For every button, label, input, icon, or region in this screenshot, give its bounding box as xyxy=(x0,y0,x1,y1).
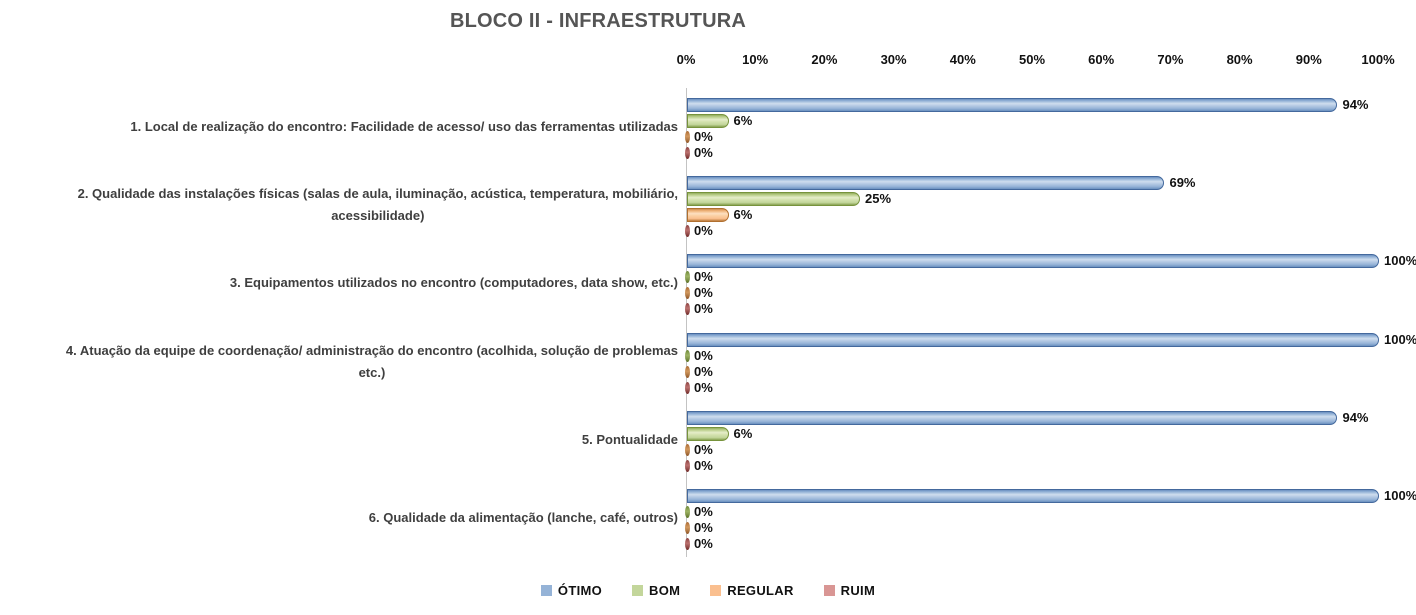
value-label: 0% xyxy=(694,301,713,317)
value-label: 94% xyxy=(1342,97,1369,112)
legend-swatch-bom xyxy=(632,585,644,596)
bar-otimo xyxy=(687,410,1338,425)
category-label: 4. Atuação da equipe de coordenação/ adm… xyxy=(0,323,678,401)
legend-item-regular: REGULAR xyxy=(710,583,793,598)
legend-label: RUIM xyxy=(840,583,876,598)
value-label: 6% xyxy=(733,425,753,441)
value-label: 69% xyxy=(1169,175,1196,191)
category-label-text: 6. Qualidade da alimentação (lanche, caf… xyxy=(368,510,678,526)
zero-bar-ruim xyxy=(685,381,690,394)
legend-swatch-ruim xyxy=(823,585,835,596)
chart-title: BLOCO II - INFRAESTRUTURA xyxy=(449,10,747,32)
zero-bar-regular xyxy=(685,365,690,378)
category-label-text: 2. Qualidade das instalações físicas (sa… xyxy=(77,186,678,224)
zero-bar-regular xyxy=(685,522,690,534)
value-label: 0% xyxy=(694,145,713,160)
bar-bom xyxy=(687,114,729,128)
value-label: 0% xyxy=(694,457,713,473)
value-label: 0% xyxy=(694,129,713,144)
value-label: 6% xyxy=(733,113,753,128)
legend-label: ÓTIMO xyxy=(557,583,603,598)
value-label: 0% xyxy=(694,269,713,285)
value-label: 0% xyxy=(694,504,713,519)
category-label: 5. Pontualidade xyxy=(0,401,678,479)
zero-bar-ruim xyxy=(685,459,690,472)
legend-label: REGULAR xyxy=(727,583,794,598)
value-label: 0% xyxy=(694,223,713,239)
y-axis-line xyxy=(686,88,687,557)
bar-otimo xyxy=(687,254,1379,269)
x-axis-tick: 20% xyxy=(811,52,838,67)
zero-bar-regular xyxy=(685,443,690,456)
x-axis-tick: 90% xyxy=(1295,52,1322,67)
bar-otimo xyxy=(687,176,1165,191)
x-axis-tick: 0% xyxy=(676,52,696,67)
category-label-text: 1. Local de realização do encontro: Faci… xyxy=(130,119,678,135)
zero-bar-ruim xyxy=(685,538,690,550)
zero-bar-regular xyxy=(685,287,690,300)
x-axis-tick: 100% xyxy=(1361,52,1395,67)
bar-otimo xyxy=(687,332,1379,347)
x-axis-tick: 30% xyxy=(880,52,907,67)
category-group: 1. Local de realização do encontro: Faci… xyxy=(0,88,1416,166)
zero-bar-regular xyxy=(685,131,690,143)
legend-item-bom: BOM xyxy=(632,583,680,598)
category-group: 3. Equipamentos utilizados no encontro (… xyxy=(0,244,1416,322)
legend-item-ruim: RUIM xyxy=(823,583,876,598)
zero-bar-bom xyxy=(685,349,690,362)
category-label: 3. Equipamentos utilizados no encontro (… xyxy=(0,244,678,322)
category-label-text: 5. Pontualidade xyxy=(581,431,678,447)
value-label: 0% xyxy=(694,285,713,301)
category-group: 5. Pontualidade 94% 6% 0% 0% xyxy=(0,401,1416,479)
bar-bom xyxy=(687,192,860,207)
legend-swatch-regular xyxy=(710,585,722,596)
legend: ÓTIMO BOM REGULAR RUIM xyxy=(0,583,1416,598)
legend-item-otimo: ÓTIMO xyxy=(540,583,603,598)
value-label: 94% xyxy=(1342,409,1369,425)
category-label: 2. Qualidade das instalações físicas (sa… xyxy=(0,166,678,244)
bar-otimo xyxy=(687,489,1379,503)
bar-bom xyxy=(687,426,729,441)
value-label: 100% xyxy=(1384,253,1416,269)
value-label: 25% xyxy=(865,191,892,207)
category-label-text: 4. Atuação da equipe de coordenação/ adm… xyxy=(65,342,678,380)
value-label: 0% xyxy=(694,363,713,379)
bar-regular xyxy=(687,208,729,223)
value-label: 0% xyxy=(694,347,713,363)
zero-bar-bom xyxy=(685,506,690,518)
x-axis-tick: 40% xyxy=(949,52,976,67)
category-label: 6. Qualidade da alimentação (lanche, caf… xyxy=(0,479,678,557)
value-label: 0% xyxy=(694,379,713,395)
zero-bar-ruim xyxy=(685,225,690,238)
zero-bar-ruim xyxy=(685,303,690,316)
zero-bar-ruim xyxy=(685,147,690,159)
x-axis-tick: 10% xyxy=(742,52,769,67)
value-label: 6% xyxy=(733,207,753,223)
value-label: 100% xyxy=(1384,488,1416,503)
bar-otimo xyxy=(687,98,1338,112)
value-label: 100% xyxy=(1384,331,1416,347)
x-axis-tick: 80% xyxy=(1226,52,1253,67)
x-axis-tick: 60% xyxy=(1088,52,1115,67)
category-group: 4. Atuação da equipe de coordenação/ adm… xyxy=(0,323,1416,401)
x-axis-tick: 70% xyxy=(1157,52,1184,67)
x-axis-tick: 50% xyxy=(1018,52,1046,67)
legend-swatch-otimo xyxy=(540,585,552,596)
category-group: 2. Qualidade das instalações físicas (sa… xyxy=(0,166,1416,244)
legend-label: BOM xyxy=(649,583,681,598)
category-label-text: 3. Equipamentos utilizados no encontro (… xyxy=(229,275,678,291)
value-label: 0% xyxy=(694,441,713,457)
zero-bar-bom xyxy=(685,271,690,284)
value-label: 0% xyxy=(694,520,713,535)
category-label: 1. Local de realização do encontro: Faci… xyxy=(0,88,678,166)
value-label: 0% xyxy=(694,536,713,551)
category-group: 6. Qualidade da alimentação (lanche, caf… xyxy=(0,479,1416,557)
